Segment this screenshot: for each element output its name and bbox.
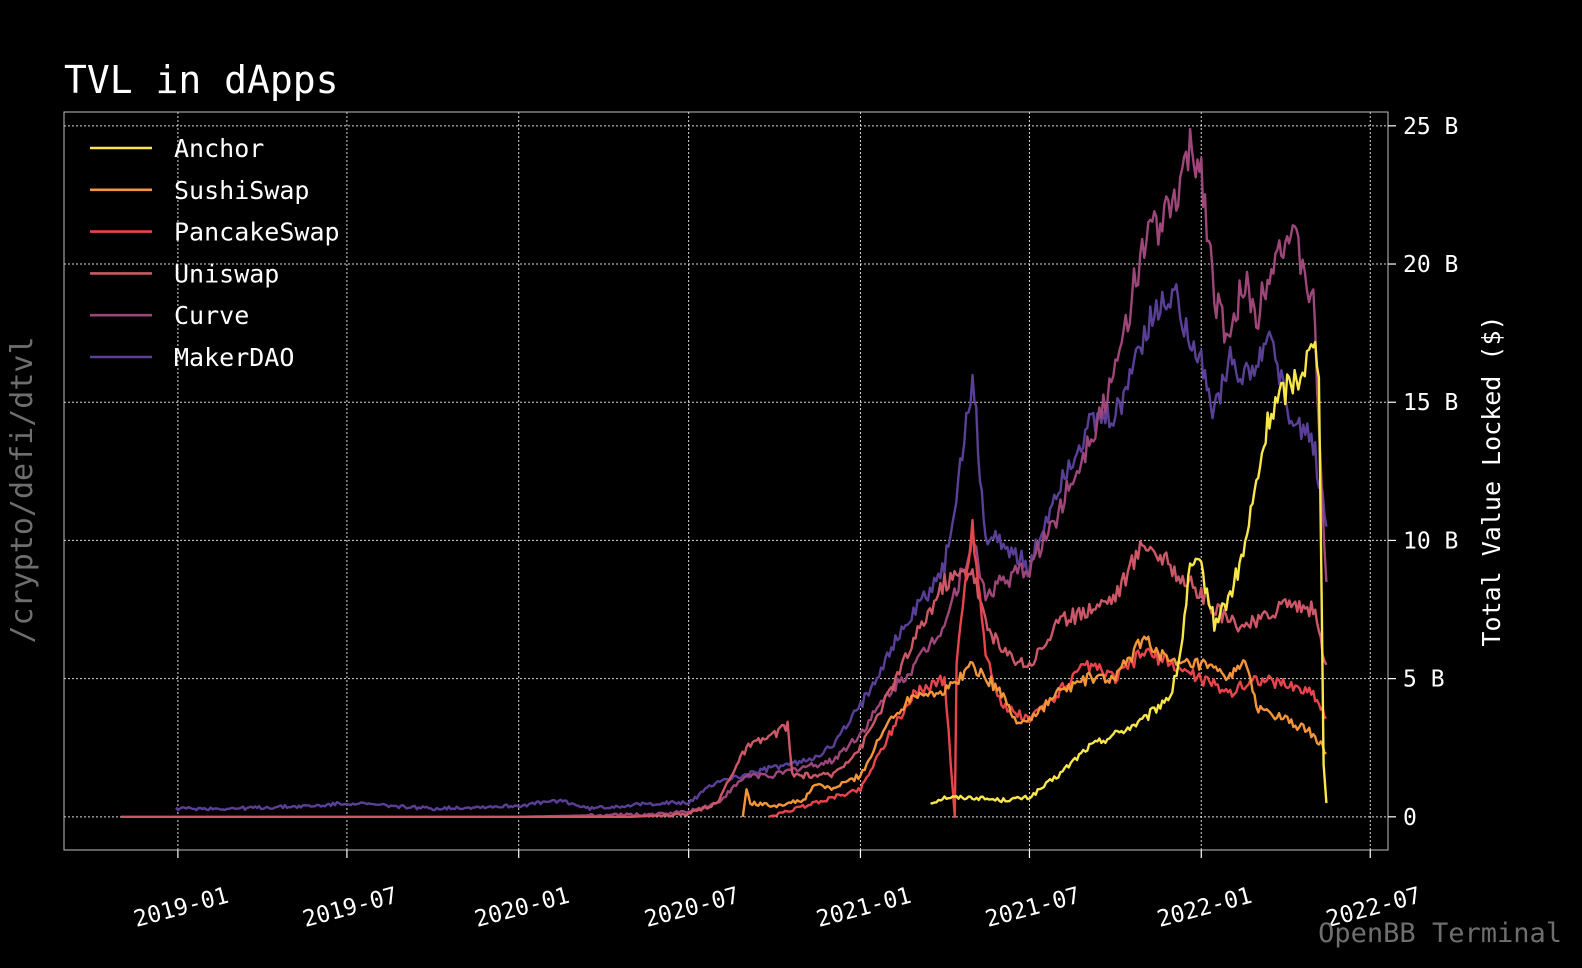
series-line-uniswap bbox=[121, 540, 1328, 818]
footer-watermark: OpenBB Terminal bbox=[1318, 918, 1562, 949]
y-tick-label: 0 bbox=[1403, 805, 1417, 831]
legend-label: Anchor bbox=[174, 134, 264, 163]
legend-label: Uniswap bbox=[174, 259, 279, 288]
series-line-pancakeswap bbox=[768, 518, 1327, 818]
y-axis-label: Total Value Locked ($) bbox=[1477, 315, 1506, 646]
chart-title: TVL in dApps bbox=[64, 58, 339, 102]
x-tick-label: 2021-07 bbox=[983, 883, 1083, 933]
series-line-sushiswap bbox=[741, 635, 1327, 817]
legend-label: PancakeSwap bbox=[174, 218, 340, 247]
series-line-curve bbox=[518, 127, 1328, 818]
x-tick-label: 2020-01 bbox=[472, 883, 572, 933]
series-line-anchor bbox=[930, 340, 1328, 805]
legend-label: MakerDAO bbox=[174, 343, 294, 372]
legend: Anchor SushiSwap PancakeSwap Uniswap Curve Ma… bbox=[90, 134, 340, 372]
series-lines bbox=[121, 127, 1328, 818]
x-tick-label: 2021-01 bbox=[814, 883, 914, 933]
grid bbox=[64, 112, 1388, 850]
side-label: /crypto/defi/dtvl bbox=[5, 336, 40, 643]
y-axis: 0 5 B 10 B 15 B 20 B 25 B bbox=[1388, 114, 1458, 831]
x-tick-label: 2019-01 bbox=[131, 883, 231, 933]
x-tick-label: 2022-01 bbox=[1154, 883, 1254, 933]
series-line-makerdao bbox=[175, 283, 1328, 812]
x-axis: 2019-01 2019-07 2020-01 2020-07 2021-01 2021-… bbox=[131, 850, 1424, 933]
legend-label: Curve bbox=[174, 301, 249, 330]
y-tick-label: 20 B bbox=[1403, 252, 1458, 278]
y-tick-label: 25 B bbox=[1403, 114, 1458, 140]
x-tick-label: 2020-07 bbox=[642, 883, 742, 933]
y-tick-label: 5 B bbox=[1403, 667, 1445, 693]
y-tick-label: 15 B bbox=[1403, 390, 1458, 416]
legend-label: SushiSwap bbox=[174, 176, 309, 205]
x-tick-label: 2019-07 bbox=[300, 883, 400, 933]
plot-frame bbox=[63, 111, 1389, 851]
y-tick-label: 10 B bbox=[1403, 528, 1458, 554]
